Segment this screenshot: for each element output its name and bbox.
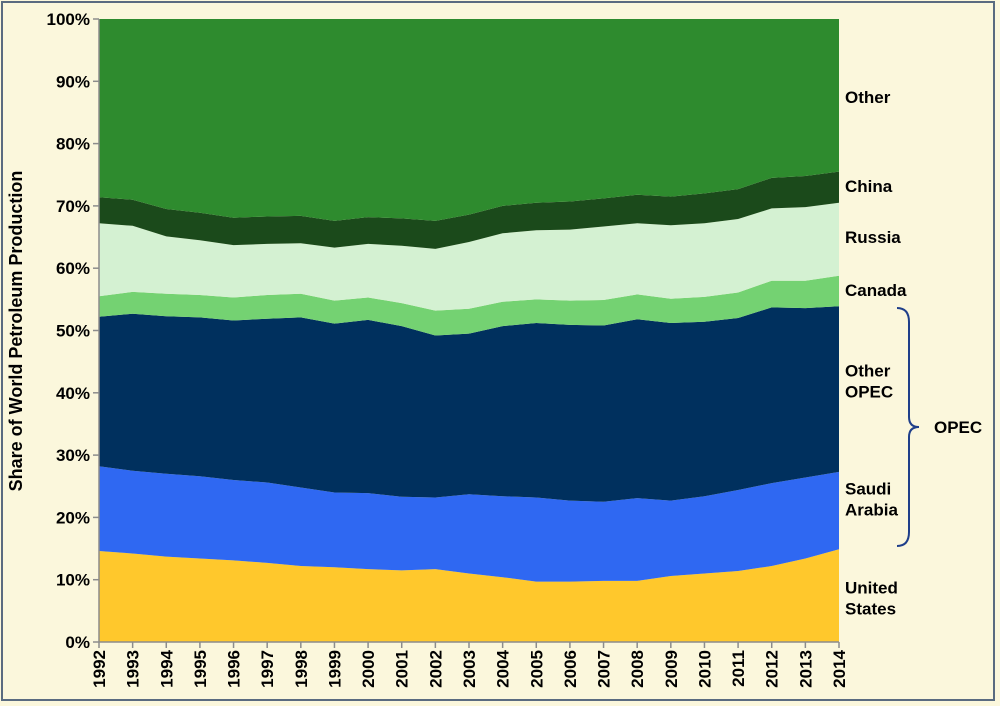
x-tick-label: 2002	[426, 650, 445, 688]
x-tick-label: 1995	[191, 650, 210, 688]
opec-brace-label: OPEC	[934, 418, 982, 437]
area-united-states	[99, 549, 839, 642]
x-tick-label: 2010	[695, 650, 714, 688]
area-canada	[99, 275, 839, 336]
x-tick-label: 2014	[830, 649, 849, 687]
series-label-saudi-arabia: Saudi Arabia	[845, 480, 898, 520]
y-tick-label: 10%	[56, 571, 90, 590]
series-label-united-states: United States	[845, 579, 898, 619]
area-russia	[99, 202, 839, 311]
opec-brace	[896, 307, 920, 547]
series-label-other-opec: Other OPEC	[845, 362, 893, 402]
y-tick-label: 50%	[56, 322, 90, 341]
y-tick-label: 90%	[56, 72, 90, 91]
x-tick-label: 2005	[527, 650, 546, 688]
series-areas	[99, 19, 839, 642]
area-other-opec	[99, 306, 839, 502]
x-tick-label: 1998	[292, 650, 311, 688]
x-tick-label: 2000	[359, 650, 378, 688]
x-tick-label: 2003	[460, 650, 479, 688]
area-other	[99, 19, 839, 221]
x-tick-label: 2012	[763, 650, 782, 688]
y-tick-label: 20%	[56, 508, 90, 527]
x-tick-label: 1999	[325, 650, 344, 688]
x-tick-label: 2011	[729, 650, 748, 687]
y-tick-label: 40%	[56, 384, 90, 403]
y-tick-label: 30%	[56, 446, 90, 465]
y-tick-label: 0%	[65, 633, 90, 652]
y-tick-label: 60%	[56, 259, 90, 278]
x-tick-label: 2008	[628, 650, 647, 688]
x-tick-label: 1993	[124, 650, 143, 688]
x-tick-label: 2004	[494, 649, 513, 687]
y-tick-label: 70%	[56, 197, 90, 216]
axes: 0% 10% 20% 30% 40% 50% 60% 70% 80% 90% 100% 1992 199…	[47, 10, 849, 688]
y-tick-label: 80%	[56, 135, 90, 154]
x-tick-label: 2009	[662, 650, 681, 688]
x-tick-label: 2001	[393, 650, 412, 688]
y-tick-label: 100%	[47, 10, 90, 29]
series-label-canada: Canada	[845, 281, 907, 300]
x-tick-label: 1992	[90, 650, 109, 688]
series-label-other: Other	[845, 88, 891, 107]
x-tick-label: 2007	[595, 650, 614, 688]
x-tick-label: 2006	[561, 650, 580, 688]
x-tick-label: 2013	[796, 650, 815, 688]
x-tick-label: 1994	[157, 649, 176, 687]
area-saudi-arabia	[99, 466, 839, 582]
area-china	[99, 171, 839, 249]
x-tick-label: 1996	[225, 650, 244, 688]
x-tick-label: 1997	[258, 650, 277, 688]
series-label-china: China	[845, 177, 893, 196]
y-axis-label: Share of World Petroleum Production	[6, 171, 26, 492]
series-label-russia: Russia	[845, 228, 901, 247]
